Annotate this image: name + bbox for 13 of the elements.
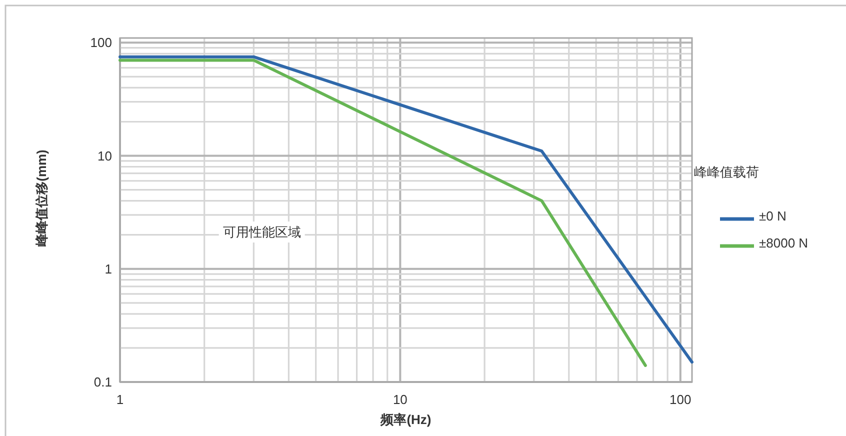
y-tick-label: 1 [104,261,112,276]
x-axis-title: 频率(Hz) [380,412,432,427]
legend-title: 峰峰值载荷 [694,164,759,180]
y-tick-label: 10 [98,148,112,164]
annotation: 可用性能区域 [222,224,301,240]
x-tick-label: 100 [670,392,692,407]
x-tick-label: 1 [116,392,124,407]
legend-label: ±8000 N [759,236,808,250]
y-axis-title: 峰峰值位移(mm) [34,150,49,246]
x-tick-label: 10 [392,392,408,407]
y-tick-label: 100 [90,35,112,50]
y-tick-label: 0.1 [94,374,112,390]
legend-label: ±0 N [759,208,786,224]
